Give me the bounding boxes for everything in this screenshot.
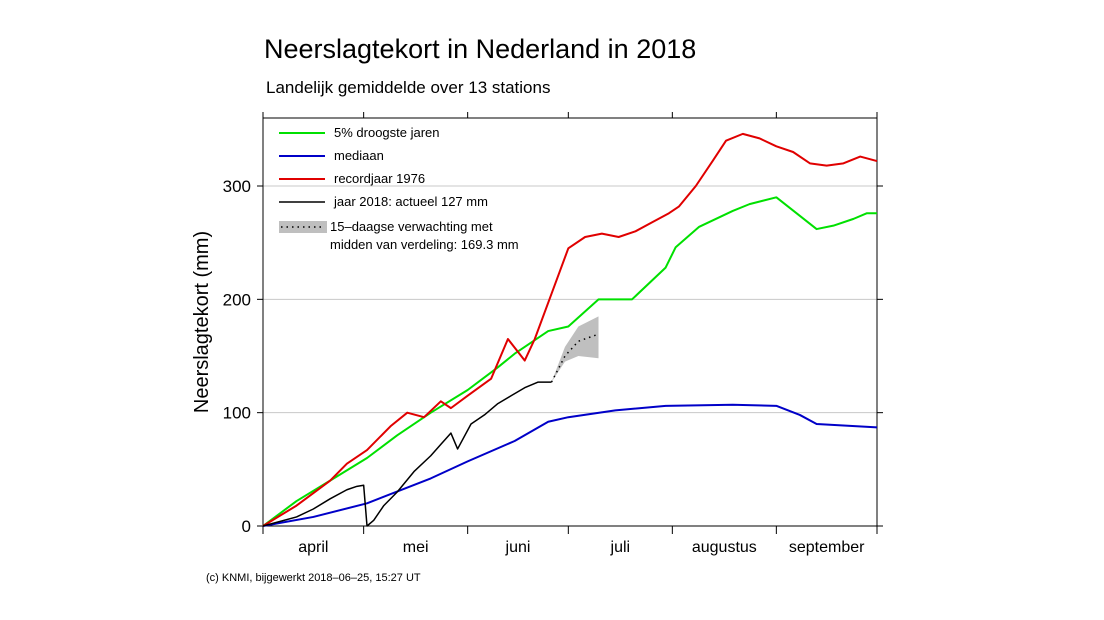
month-label-mei: mei <box>403 539 429 556</box>
legend-label-mediaan: mediaan <box>334 148 384 163</box>
legend-label-droogste: 5% droogste jaren <box>334 125 440 140</box>
forecast-group <box>551 316 599 383</box>
forecast-band <box>551 316 599 383</box>
y-tick-label-0: 0 <box>242 517 251 536</box>
y-axis-title: Neerslagtekort (mm) <box>191 231 213 413</box>
y-tick-labels: 0 100 200 300 <box>223 177 251 536</box>
axis-ticks <box>257 112 883 534</box>
series-line-jaar-2018-actueel-127-mm <box>262 381 552 527</box>
legend-label-2018: jaar 2018: actueel 127 mm <box>333 194 488 209</box>
month-label-juni: juni <box>505 539 531 556</box>
y-tick-label-100: 100 <box>223 404 251 423</box>
legend-label-forecast-2: midden van verdeling: 169.3 mm <box>330 237 519 252</box>
month-label-juli: juli <box>610 539 631 556</box>
legend-label-record: recordjaar 1976 <box>334 171 425 186</box>
month-label-april: april <box>298 539 328 556</box>
series-lines <box>262 132 878 527</box>
y-tick-label-300: 300 <box>223 177 251 196</box>
chart-title: Neerslagtekort in Nederland in 2018 <box>264 34 697 64</box>
month-label-september: september <box>789 539 865 556</box>
grid-lines <box>263 185 877 414</box>
footer-credit: (c) KNMI, bijgewerkt 2018–06–25, 15:27 U… <box>206 572 421 584</box>
y-tick-label-200: 200 <box>223 290 251 309</box>
chart-subtitle: Landelijk gemiddelde over 13 stations <box>266 78 551 97</box>
plot-frame <box>262 117 878 527</box>
series-line-5-droogste-jaren <box>262 196 877 527</box>
month-labels: april mei juni juli augustus september <box>298 539 865 556</box>
month-label-augustus: augustus <box>692 539 757 556</box>
legend: 5% droogste jaren mediaan recordjaar 197… <box>279 125 519 252</box>
forecast-median-line <box>550 333 599 383</box>
series-line-recordjaar-1976 <box>262 132 878 527</box>
series-line-mediaan <box>262 403 878 527</box>
legend-label-forecast-1: 15–daagse verwachting met <box>330 219 493 234</box>
